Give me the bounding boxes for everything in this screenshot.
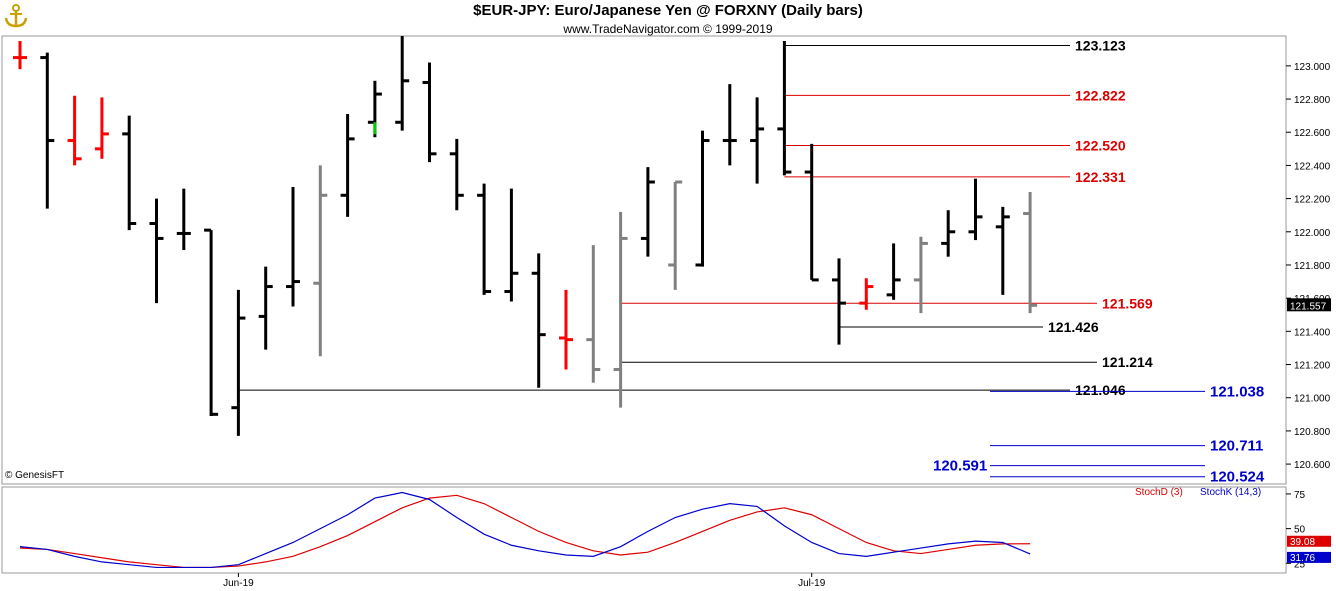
x-axis: Jun-19 Jul-19 <box>223 573 826 589</box>
stoch-panel-border <box>1 486 1287 574</box>
y-tick-label: 122.200 <box>1294 195 1331 206</box>
level-label: 122.822 <box>1075 87 1126 103</box>
y-tick-label: 122.800 <box>1294 95 1331 106</box>
level-label: 120.591 <box>933 458 987 475</box>
y-tick-label: 121.400 <box>1294 327 1331 338</box>
last-price-label: 121.557 <box>1290 301 1327 312</box>
stoch-last-box <box>1287 535 1331 547</box>
y-tick-label: 121.800 <box>1294 261 1331 272</box>
level-label: 120.524 <box>1210 469 1265 486</box>
stoch-legend-item: StochK (14,3) <box>1200 487 1261 498</box>
chart-subtitle: www.TradeNavigator.com © 1999-2019 <box>563 22 773 36</box>
price-bars <box>13 36 1038 436</box>
stoch-y-tick-label: 25 <box>1294 559 1306 570</box>
stoch-last-box <box>1287 551 1331 563</box>
chart-title: $EUR-JPY: Euro/Japanese Yen @ FORXNY (Da… <box>473 2 863 19</box>
price-y-axis: 123.000 122.800 122.600 122.400 122.200 122.0… <box>1286 62 1331 471</box>
stoch-y-tick-label: 50 <box>1294 525 1306 536</box>
stoch-y-tick-label: 75 <box>1294 490 1306 501</box>
price-panel-border <box>1 35 1287 485</box>
y-tick-label: 120.600 <box>1294 460 1331 471</box>
level-label: 121.426 <box>1048 319 1099 335</box>
price-levels: 123.123 122.822 122.520 122.331 121.569121.4… <box>238 37 1265 486</box>
level-label: 123.123 <box>1075 37 1126 53</box>
y-tick-label: 121.000 <box>1294 394 1331 405</box>
y-tick-label: 122.400 <box>1294 161 1331 172</box>
x-tick-label: Jun-19 <box>223 578 254 589</box>
level-label: 121.046 <box>1075 382 1126 398</box>
price-panel-frame <box>1 35 1287 485</box>
level-label: 121.214 <box>1102 354 1153 370</box>
stoch-series-line <box>19 494 1031 569</box>
y-tick-label: 121.200 <box>1294 361 1331 372</box>
x-tick-label: Jul-19 <box>798 578 826 589</box>
y-tick-label: 120.800 <box>1294 427 1331 438</box>
last-price-box <box>1287 298 1331 312</box>
level-label: 121.569 <box>1102 295 1153 311</box>
stoch-series-line <box>19 491 1031 569</box>
level-label: 122.331 <box>1075 169 1126 185</box>
stochastic-panel: 75 50 25 39.08 31.76 StochD (3) StochK (14,3) <box>1 486 1331 574</box>
level-label: 120.711 <box>1210 438 1263 455</box>
genesis-watermark: © GenesisFT <box>5 470 64 481</box>
stoch-last-label: 31.76 <box>1290 553 1315 564</box>
y-tick-label: 122.000 <box>1294 228 1331 239</box>
level-label: 122.520 <box>1075 138 1126 154</box>
level-label: 121.038 <box>1210 383 1264 400</box>
stoch-legend-item: StochD (3) <box>1135 487 1183 498</box>
y-tick-label: 122.600 <box>1294 128 1331 139</box>
y-tick-label: 123.000 <box>1294 62 1331 73</box>
anchor-logo-icon <box>4 4 28 28</box>
stoch-last-label: 39.08 <box>1290 537 1315 548</box>
